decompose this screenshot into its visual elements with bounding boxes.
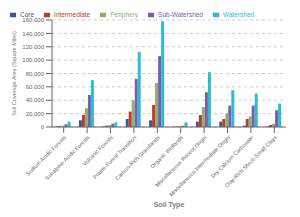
svg-text:Volcanic Forests: Volcanic Forests [81,134,114,168]
svg-text:100,000: 100,000 [22,57,44,63]
svg-text:0: 0 [41,124,45,130]
svg-text:Miscellaneous Intermediate Ori: Miscellaneous Intermediate Origin [168,134,231,198]
html-text:Periphery: Periphery [110,11,139,18]
html-text:Watershed: Watershed [223,11,255,18]
svg-text:Organic Wetlands: Organic Wetlands [149,134,185,170]
svg-text:120,000: 120,000 [22,44,44,50]
svg-text:20,000: 20,000 [26,111,45,117]
svg-text:Carbon-Rich Grasslands: Carbon-Rich Grasslands [114,134,161,181]
svg-text:60,000: 60,000 [26,84,45,90]
html-text:Intermediate: Intermediate [54,11,91,18]
svg-text:Sodium Acidic Forests: Sodium Acidic Forests [25,134,68,177]
svg-text:Soil Coverage Area (Square Mil: Soil Coverage Area (Square Miles) [11,31,17,116]
html-text:Sub-Watershed: Sub-Watershed [158,11,203,18]
svg-text:Miscellaneous Recent Origin: Miscellaneous Recent Origin [153,134,208,188]
svg-text:Subalpine Acidic Forests: Subalpine Acidic Forests [44,134,91,181]
svg-text:Soil Type: Soil Type [154,201,185,209]
svg-text:80,000: 80,000 [26,71,45,77]
svg-text:Prairie-Forest Transition: Prairie-Forest Transition [92,134,138,180]
svg-text:160,000: 160,000 [22,17,44,23]
html-text:Core: Core [20,11,35,18]
svg-text:40,000: 40,000 [26,97,45,103]
svg-text:Dry Calcium Carbonate: Dry Calcium Carbonate [210,134,255,179]
svg-text:Clay-Rich Shrub-Small Clays: Clay-Rich Shrub-Small Clays [223,134,278,189]
svg-text:140,000: 140,000 [22,31,44,37]
